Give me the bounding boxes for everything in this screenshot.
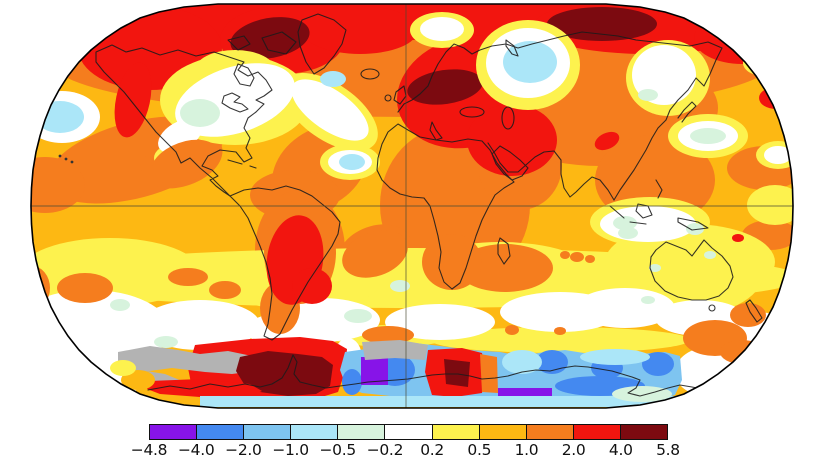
japan-coast: [677, 101, 697, 123]
colorbar-segment: [620, 425, 668, 439]
tasmania-coast: [708, 304, 716, 312]
novaya-zemlya: [505, 39, 519, 57]
colorbar-tick-label: 4.0: [608, 441, 633, 459]
arabian-peninsula: [491, 145, 529, 181]
southeast-asia-islands: [609, 179, 663, 225]
antarctic-coldest-block: [361, 357, 388, 385]
greenland-coast: [297, 13, 347, 75]
colorbar-tick-label: 2.0: [561, 441, 586, 459]
victoria-island: [227, 35, 251, 51]
colorbar-tick-label: 5.8: [656, 441, 680, 459]
colorbar-tick-label: −0.2: [366, 441, 404, 459]
africa-coast: [376, 123, 515, 290]
colorbar-segment: [432, 425, 480, 439]
colorbar-labels: −4.8 −4.0 −2.0 −1.0 −0.5 −0.2 0.2 0.5 1.0 2.0 4.0 5…: [131, 441, 680, 461]
colorbar-tick-label: −4.8: [130, 441, 168, 459]
iceland-coast: [360, 68, 380, 80]
britain-coast: [393, 85, 407, 105]
antarctica-coast: [147, 354, 703, 397]
colorbar-segment: [244, 425, 292, 439]
no-data-region: [362, 340, 428, 360]
caribbean-islands: [227, 159, 257, 169]
gridlines: [31, 4, 793, 408]
world-map: [30, 3, 794, 409]
colorbar-segment: [526, 425, 574, 439]
colorbar-segment: [197, 425, 245, 439]
colorbar-segment: [338, 425, 386, 439]
hawaii-islands: [58, 154, 74, 164]
ireland-coast: [384, 94, 392, 102]
colorbar-tick-label: −1.0: [272, 441, 309, 459]
colorbar-segment: [573, 425, 621, 439]
antarctic-hottest-core-east: [444, 359, 470, 387]
colorbar-tick-label: −0.5: [319, 441, 357, 459]
colorbar-tick-label: −4.0: [177, 441, 215, 459]
colorbar-segment: [385, 425, 433, 439]
colorbar-segment: [150, 425, 198, 439]
black-sea: [459, 106, 485, 118]
colorbar-segment: [291, 425, 339, 439]
hudson-bay: [233, 63, 255, 87]
italy-coast: [429, 121, 443, 141]
colorbar: [149, 424, 668, 440]
eurasia-coast: [397, 31, 723, 201]
colorbar-tick-label: 0.2: [420, 441, 444, 459]
caspian-sea: [501, 106, 515, 130]
colorbar-tick-label: −2.0: [225, 441, 262, 459]
colorbar-tick-label: 1.0: [514, 441, 539, 459]
new-guinea-coast: [677, 217, 709, 231]
baffin-island: [261, 31, 297, 55]
hottest-maroon-regions: [230, 7, 657, 105]
colorbar-segment: [479, 425, 527, 439]
great-lakes: [221, 92, 249, 113]
south-asia-coast: [487, 142, 615, 201]
antarctic-coldest-strip: [498, 388, 552, 396]
australia-coast: [649, 239, 734, 301]
south-america-coast: [229, 185, 341, 341]
madagascar-coast: [497, 237, 511, 265]
coastlines: [95, 13, 763, 397]
antarctic-red-strip: [147, 379, 262, 398]
colorbar-tick-label: 0.5: [467, 441, 492, 459]
north-america-coast: [95, 44, 273, 197]
hot-red-overlay: [266, 215, 744, 305]
new-zealand-coast: [745, 299, 763, 323]
antarctic-band: [110, 337, 682, 407]
